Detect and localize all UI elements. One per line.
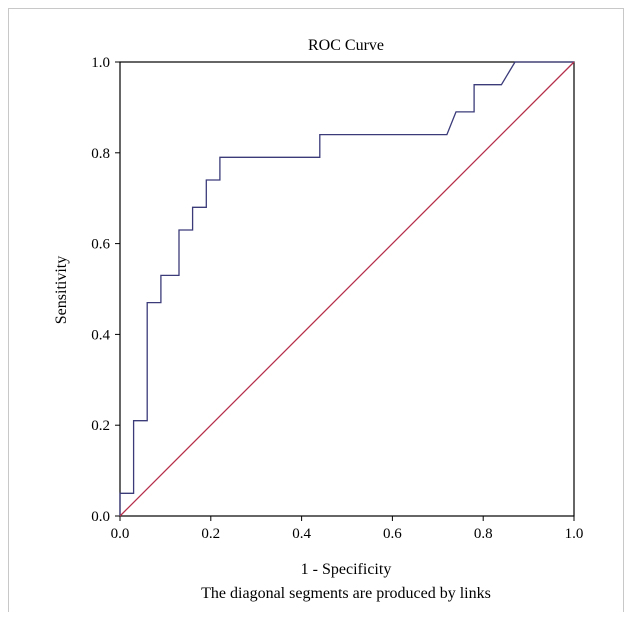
x-tick-label: 0.2 bbox=[201, 526, 220, 542]
y-tick-label: 0.4 bbox=[91, 327, 110, 343]
y-tick-label: 0.2 bbox=[91, 418, 110, 434]
plot-border bbox=[119, 61, 575, 517]
y-axis-label: Sensitivity bbox=[53, 256, 70, 324]
y-tick-label: 0.0 bbox=[91, 509, 110, 525]
chart-title: ROC Curve bbox=[308, 37, 384, 54]
x-tick-label: 1.0 bbox=[565, 526, 584, 542]
reference-diagonal-line bbox=[119, 61, 575, 517]
x-tick-label: 0.8 bbox=[474, 526, 493, 542]
chart-frame bbox=[8, 8, 624, 612]
plot-area: 0.0 0.2 0.4 0.6 0.8 1.0 0.0 0.2 0.4 0.6 0.8 1.0 bbox=[91, 55, 583, 542]
y-tick-label: 1.0 bbox=[91, 55, 110, 71]
y-tick-label: 0.6 bbox=[91, 237, 110, 253]
x-tick-label: 0.0 bbox=[111, 526, 130, 542]
y-tick-label: 0.8 bbox=[91, 146, 110, 162]
roc-curve-line bbox=[119, 61, 574, 516]
x-tick-label: 0.4 bbox=[292, 526, 311, 542]
x-axis-label: 1 - Specificity bbox=[301, 561, 392, 578]
chart-footnote: The diagonal segments are produced by li… bbox=[201, 585, 491, 602]
x-tick-label: 0.6 bbox=[383, 526, 402, 542]
